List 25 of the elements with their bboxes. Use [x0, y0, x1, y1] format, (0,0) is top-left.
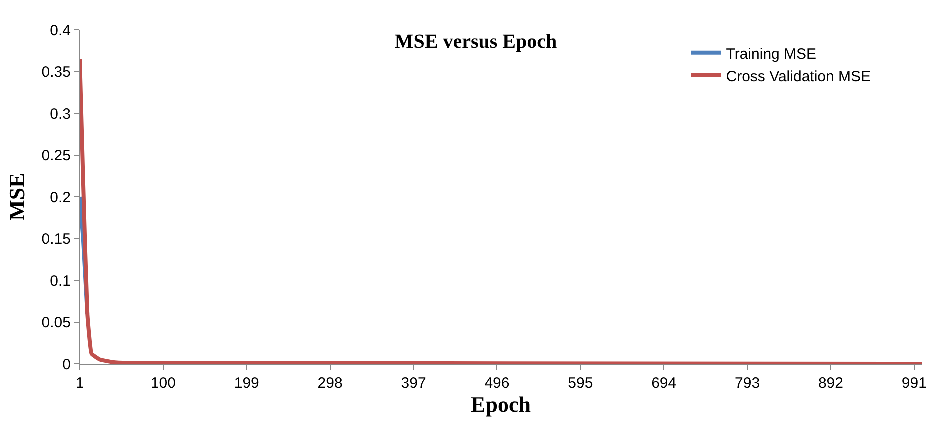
x-tick-label: 793: [735, 375, 760, 392]
x-tick-label: 892: [818, 375, 844, 392]
y-tick-label: 0.05: [42, 314, 71, 332]
chart-title: MSE versus Epoch: [394, 30, 558, 53]
x-tick-label: 694: [652, 375, 677, 392]
y-tick-label: 0.15: [42, 231, 71, 248]
legend-label: Training MSE: [726, 46, 817, 63]
y-tick-label: 0.2: [50, 189, 71, 206]
y-tick-label: 0.3: [50, 106, 71, 123]
x-tick-label: 595: [568, 375, 594, 392]
x-tick-label: 397: [401, 375, 426, 392]
y-tick-label: 0.4: [50, 22, 71, 40]
y-tick-label: 0: [62, 356, 71, 374]
legend-label: Cross Validation MSE: [726, 68, 872, 86]
x-tick-label: 298: [318, 375, 343, 392]
x-tick-label: 199: [234, 375, 260, 392]
y-tick-label: 0.25: [42, 148, 71, 164]
y-axis-title: MSE: [4, 173, 30, 221]
x-axis-title: Epoch: [471, 392, 531, 417]
x-tick-label: 496: [484, 375, 510, 392]
x-tick-label: 1: [76, 375, 84, 392]
y-tick-label: 0.35: [42, 64, 71, 81]
x-tick-label: 991: [902, 375, 927, 392]
y-tick-label: 0.1: [50, 272, 71, 290]
x-tick-label: 100: [150, 375, 176, 392]
